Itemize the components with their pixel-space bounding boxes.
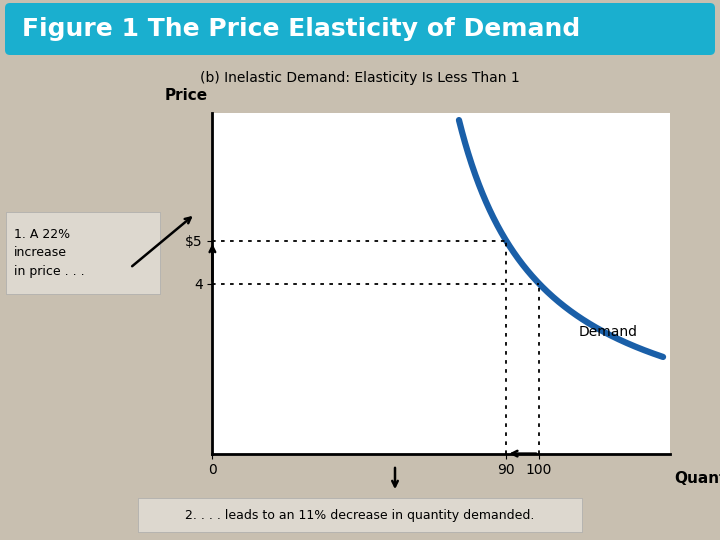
Text: (b) Inelastic Demand: Elasticity Is Less Than 1: (b) Inelastic Demand: Elasticity Is Less… [200,71,520,85]
FancyBboxPatch shape [5,3,715,55]
Text: Price: Price [165,88,208,103]
Text: Figure 1 The Price Elasticity of Demand: Figure 1 The Price Elasticity of Demand [22,17,580,41]
Text: Demand: Demand [578,326,637,340]
Text: 2. . . . leads to an 11% decrease in quantity demanded.: 2. . . . leads to an 11% decrease in qua… [185,509,535,522]
Text: 1. A 22%
increase
in price . . .: 1. A 22% increase in price . . . [14,228,85,278]
Text: Quantity: Quantity [674,470,720,485]
FancyBboxPatch shape [138,498,582,532]
FancyBboxPatch shape [6,212,160,294]
